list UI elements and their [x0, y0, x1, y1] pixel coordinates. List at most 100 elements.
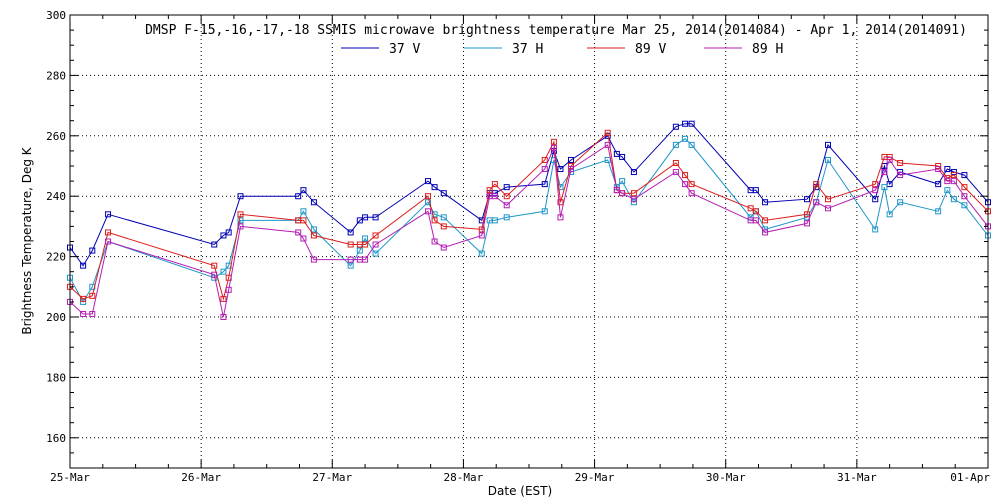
data-point-89h — [672, 169, 679, 176]
data-point-37h — [220, 268, 227, 275]
data-point-37v — [347, 229, 354, 236]
data-point-37v — [237, 193, 244, 200]
chart-title: DMSP F-15,-16,-17,-18 SSMIS microwave br… — [145, 23, 967, 38]
data-point-89h — [503, 202, 510, 209]
x-tick-label: 31-Mar — [837, 471, 877, 484]
legend-label-89h: 89 H — [752, 42, 783, 57]
x-tick-label: 28-Mar — [444, 471, 484, 484]
data-point-37v — [672, 123, 679, 130]
data-point-37h — [356, 247, 363, 254]
data-point-89h — [211, 271, 218, 278]
data-point-37v — [752, 187, 759, 194]
series-37v — [67, 120, 991, 269]
data-point-89v — [237, 211, 244, 218]
series-line-37v — [69, 123, 989, 267]
y-tick-label: 280 — [46, 69, 66, 82]
data-point-89v — [372, 232, 379, 239]
data-point-89h — [804, 220, 811, 227]
data-point-37v — [804, 196, 811, 203]
data-point-89v — [486, 187, 493, 194]
data-point-37h — [362, 235, 369, 242]
data-point-89h — [557, 214, 564, 221]
x-axis: 25-Mar 26-Mar 27-Mar 28-Mar 29-Mar 30-Mar 31-M… — [50, 15, 990, 484]
data-point-89v — [541, 156, 548, 163]
data-point-89h — [80, 310, 87, 317]
data-point-89v — [550, 138, 557, 145]
data-point-89v — [431, 217, 438, 224]
data-point-37v — [478, 217, 485, 224]
data-point-37v — [440, 190, 447, 197]
data-point-89v — [825, 196, 832, 203]
data-point-89v — [747, 205, 754, 212]
data-point-89h — [872, 187, 879, 194]
data-point-37h — [935, 208, 942, 215]
data-point-89v — [813, 181, 820, 188]
data-point-37v — [886, 181, 893, 188]
series-layer — [67, 120, 991, 320]
data-point-89h — [478, 232, 485, 239]
data-point-89h — [752, 217, 759, 224]
data-point-37v — [961, 172, 968, 179]
data-point-89h — [813, 199, 820, 206]
data-point-89v — [347, 241, 354, 248]
x-tick-label: 25-Mar — [50, 471, 90, 484]
data-point-89v — [310, 232, 317, 239]
data-point-89h — [372, 241, 379, 248]
data-point-89v — [478, 226, 485, 233]
data-point-89h — [567, 166, 574, 173]
data-point-37h — [372, 250, 379, 257]
data-point-37h — [310, 226, 317, 233]
data-point-89h — [440, 244, 447, 251]
data-point-89h — [961, 193, 968, 200]
legend-label-37h: 37 H — [512, 42, 543, 57]
data-point-89h — [347, 256, 354, 263]
data-point-89v — [804, 211, 811, 218]
series-89h — [67, 141, 991, 320]
data-point-37v — [825, 141, 832, 148]
data-point-37h — [237, 217, 244, 224]
data-point-37h — [950, 196, 957, 203]
data-point-37v — [225, 229, 232, 236]
data-point-89v — [604, 129, 611, 136]
data-point-89h — [550, 144, 557, 151]
data-point-37v — [491, 190, 498, 197]
legend: 37 V 37 H 89 V 89 H — [341, 42, 783, 57]
data-point-89h — [295, 229, 302, 236]
x-tick-label: 26-Mar — [181, 471, 221, 484]
data-point-37v — [295, 193, 302, 200]
data-point-89v — [897, 159, 904, 166]
y-tick-label: 180 — [46, 371, 66, 384]
data-point-89h — [944, 178, 951, 185]
data-point-89h — [237, 223, 244, 230]
data-point-37h — [550, 156, 557, 163]
data-point-37v — [630, 169, 637, 176]
data-point-89h — [300, 235, 307, 242]
y-tick-label: 160 — [46, 432, 66, 445]
data-point-37v — [211, 241, 218, 248]
data-point-89v — [105, 229, 112, 236]
data-point-37v — [105, 211, 112, 218]
data-point-37h — [503, 214, 510, 221]
data-point-37v — [872, 196, 879, 203]
data-point-37v — [613, 150, 620, 157]
data-point-37v — [567, 156, 574, 163]
data-point-37v — [762, 199, 769, 206]
data-point-37h — [881, 184, 888, 191]
data-point-37v — [541, 181, 548, 188]
data-point-89h — [630, 196, 637, 203]
data-point-89h — [825, 205, 832, 212]
data-point-37h — [961, 202, 968, 209]
data-point-89h — [310, 256, 317, 263]
data-point-37h — [944, 187, 951, 194]
data-point-89v — [362, 241, 369, 248]
data-point-89v — [682, 172, 689, 179]
data-point-89h — [881, 169, 888, 176]
data-point-37v — [300, 187, 307, 194]
x-tick-label: 27-Mar — [312, 471, 352, 484]
x-axis-title: Date (EST) — [488, 484, 552, 498]
data-point-37h — [431, 211, 438, 218]
data-point-89v — [211, 262, 218, 269]
data-point-37v — [688, 120, 695, 127]
data-point-37v — [619, 153, 626, 160]
